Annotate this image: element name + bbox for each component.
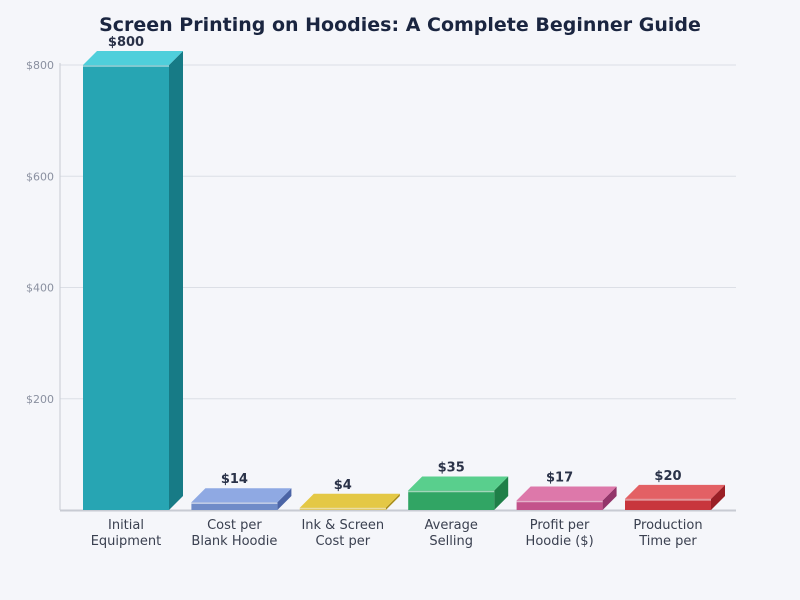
y-tick-label: $600 [26, 170, 54, 183]
bar-side-face [277, 488, 292, 510]
value-label: $14 [221, 472, 248, 487]
bar-front-face [625, 498, 711, 510]
axes: $200 $400 $600 $800 [26, 59, 736, 512]
bar-top-face [83, 51, 183, 65]
bar-top-face [408, 476, 509, 491]
bars [83, 51, 725, 510]
bar-side-face [602, 486, 617, 510]
bar-front-face [191, 502, 278, 510]
y-tick-label: $200 [26, 393, 54, 406]
bar [299, 493, 400, 510]
bar-side-face [169, 51, 183, 510]
value-label: $4 [334, 478, 352, 493]
x-category-label: Cost per Blank Hoodie [191, 518, 277, 549]
chart-title: Screen Printing on Hoodies: A Complete B… [99, 14, 701, 36]
x-category-label: Average Selling [425, 518, 478, 549]
value-label: $35 [438, 461, 465, 476]
labels: $800 Initial Equipment $14 Cost per Blank Hoo… [91, 35, 703, 549]
bar [83, 51, 183, 510]
y-tick-label: $400 [26, 282, 54, 295]
bar [516, 486, 617, 510]
x-category-label: Production Time per [633, 518, 702, 549]
bar-front-face [408, 490, 495, 510]
bar [191, 488, 292, 510]
bar-top-face [516, 486, 617, 501]
x-category-label: Ink & Screen Cost per [301, 518, 384, 549]
bar-front-face [83, 65, 169, 510]
value-label: $17 [546, 471, 573, 486]
bar [408, 476, 509, 510]
bar [625, 484, 725, 510]
value-label: $800 [108, 35, 144, 50]
x-category-label: Profit per Hoodie ($) [526, 518, 594, 549]
bar-side-face [494, 476, 509, 510]
bar-top-face [299, 493, 400, 508]
bar-top-face [625, 484, 725, 499]
y-tick-label: $800 [26, 59, 54, 72]
bar-side-face [385, 493, 400, 510]
x-category-label: Initial Equipment [91, 518, 162, 549]
bar-side-face [711, 484, 725, 510]
value-label: $20 [654, 469, 681, 484]
bar-top-face [191, 488, 292, 503]
bar-front-face [516, 500, 603, 510]
